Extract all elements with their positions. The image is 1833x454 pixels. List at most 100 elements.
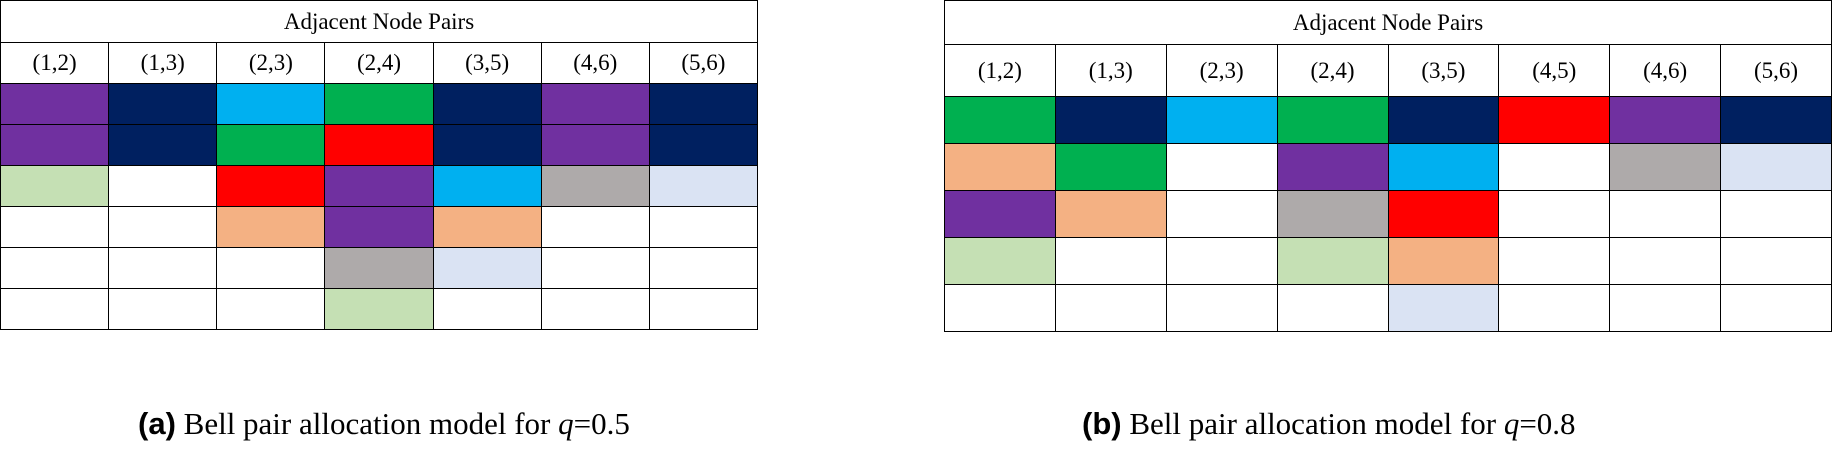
allocation-cell-white [540,288,650,330]
allocation-row [0,206,759,248]
allocation-cell-peach [1054,190,1167,238]
column-label: (4,5) [1498,44,1611,97]
allocation-cell-purple [0,124,110,166]
column-label: (4,6) [1609,44,1722,97]
allocation-cell-white [1609,190,1722,238]
allocation-cell-white [1165,237,1278,285]
caption-a: (a) Bell pair allocation model for q=0.5 [138,406,630,442]
allocation-cell-skyblue [1165,96,1278,144]
allocation-cell-white [108,247,218,289]
column-label: (2,4) [324,42,434,84]
allocation-cell-white [216,288,326,330]
allocation-cell-skyblue [216,83,326,125]
allocation-cell-gray [324,247,434,289]
caption-a-tag: (a) [138,406,176,441]
allocation-cell-white [1165,143,1278,191]
allocation-row [944,237,1832,285]
column-label: (2,3) [1165,44,1278,97]
allocation-cell-white [216,247,326,289]
allocation-cell-green [1054,143,1167,191]
caption-b: (b) Bell pair allocation model for q=0.8 [1082,406,1576,442]
allocation-row [944,284,1832,332]
caption-a-var: q [558,406,574,441]
column-label: (1,2) [0,42,110,84]
allocation-cell-red [1387,190,1500,238]
allocation-cell-skyblue [432,165,542,207]
allocation-cell-lightgreen [1276,237,1389,285]
allocation-cell-navy [432,83,542,125]
column-label: (2,3) [216,42,326,84]
allocation-cell-white [1165,284,1278,332]
allocation-cell-navy [1387,96,1500,144]
allocation-row [0,247,759,289]
allocation-cell-navy [1720,96,1832,144]
allocation-cell-white [1498,284,1611,332]
allocation-cell-green [324,83,434,125]
column-label: (4,6) [540,42,650,84]
column-label: (3,5) [1387,44,1500,97]
allocation-cell-lightblue [648,165,759,207]
allocation-cell-white [1054,237,1167,285]
allocation-cell-lightblue [432,247,542,289]
allocation-cell-white [1609,237,1722,285]
allocation-cell-white [0,206,110,248]
allocation-cell-navy [432,124,542,166]
column-label: (5,6) [648,42,759,84]
allocation-cell-green [944,96,1056,144]
allocation-cell-navy [1054,96,1167,144]
allocation-row [0,165,759,207]
allocation-row [0,288,759,330]
allocation-cell-lightblue [1387,284,1500,332]
panel-a: Adjacent Node Pairs (1,2) (1,3) (2,3) (2,4)… [0,0,759,330]
allocation-cell-lightblue [1720,143,1832,191]
allocation-cell-peach [944,143,1056,191]
allocation-cell-white [540,247,650,289]
caption-b-value: =0.8 [1519,406,1576,441]
allocation-cell-lightgreen [324,288,434,330]
allocation-cell-peach [1387,237,1500,285]
allocation-cell-white [1498,143,1611,191]
allocation-cell-white [648,206,759,248]
allocation-cell-lightgreen [944,237,1056,285]
table-body-b [944,96,1832,332]
allocation-row [944,143,1832,191]
allocation-row [944,96,1832,144]
allocation-cell-red [216,165,326,207]
column-label: (3,5) [432,42,542,84]
caption-a-text: Bell pair allocation model for [183,406,551,441]
allocation-cell-green [1276,96,1389,144]
allocation-cell-navy [648,124,759,166]
caption-b-text: Bell pair allocation model for [1129,406,1497,441]
allocation-cell-white [1720,237,1832,285]
allocation-cell-gray [540,165,650,207]
allocation-cell-red [324,124,434,166]
allocation-row [0,124,759,166]
table-header-b: Adjacent Node Pairs [944,0,1832,45]
allocation-cell-white [0,247,110,289]
allocation-cell-purple [540,83,650,125]
table-body-a [0,83,759,330]
allocation-cell-white [944,284,1056,332]
allocation-cell-purple [944,190,1056,238]
allocation-cell-white [1720,284,1832,332]
allocation-cell-purple [324,206,434,248]
column-header-row-b: (1,2) (1,3) (2,3) (2,4) (3,5) (4,5) (4,6) (5,6) [944,44,1832,97]
allocation-cell-peach [432,206,542,248]
allocation-cell-white [1276,284,1389,332]
allocation-cell-purple [0,83,110,125]
allocation-cell-skyblue [1387,143,1500,191]
allocation-cell-purple [1276,143,1389,191]
allocation-cell-white [1165,190,1278,238]
column-label: (1,2) [944,44,1056,97]
allocation-row [944,190,1832,238]
column-label: (1,3) [1054,44,1167,97]
allocation-cell-white [0,288,110,330]
panel-b: Adjacent Node Pairs (1,2) (1,3) (2,3) (2,4)… [944,0,1832,332]
allocation-cell-white [648,288,759,330]
allocation-cell-navy [648,83,759,125]
allocation-cell-white [540,206,650,248]
allocation-cell-white [1720,190,1832,238]
allocation-cell-white [1498,190,1611,238]
column-label: (5,6) [1720,44,1832,97]
allocation-cell-red [1498,96,1611,144]
